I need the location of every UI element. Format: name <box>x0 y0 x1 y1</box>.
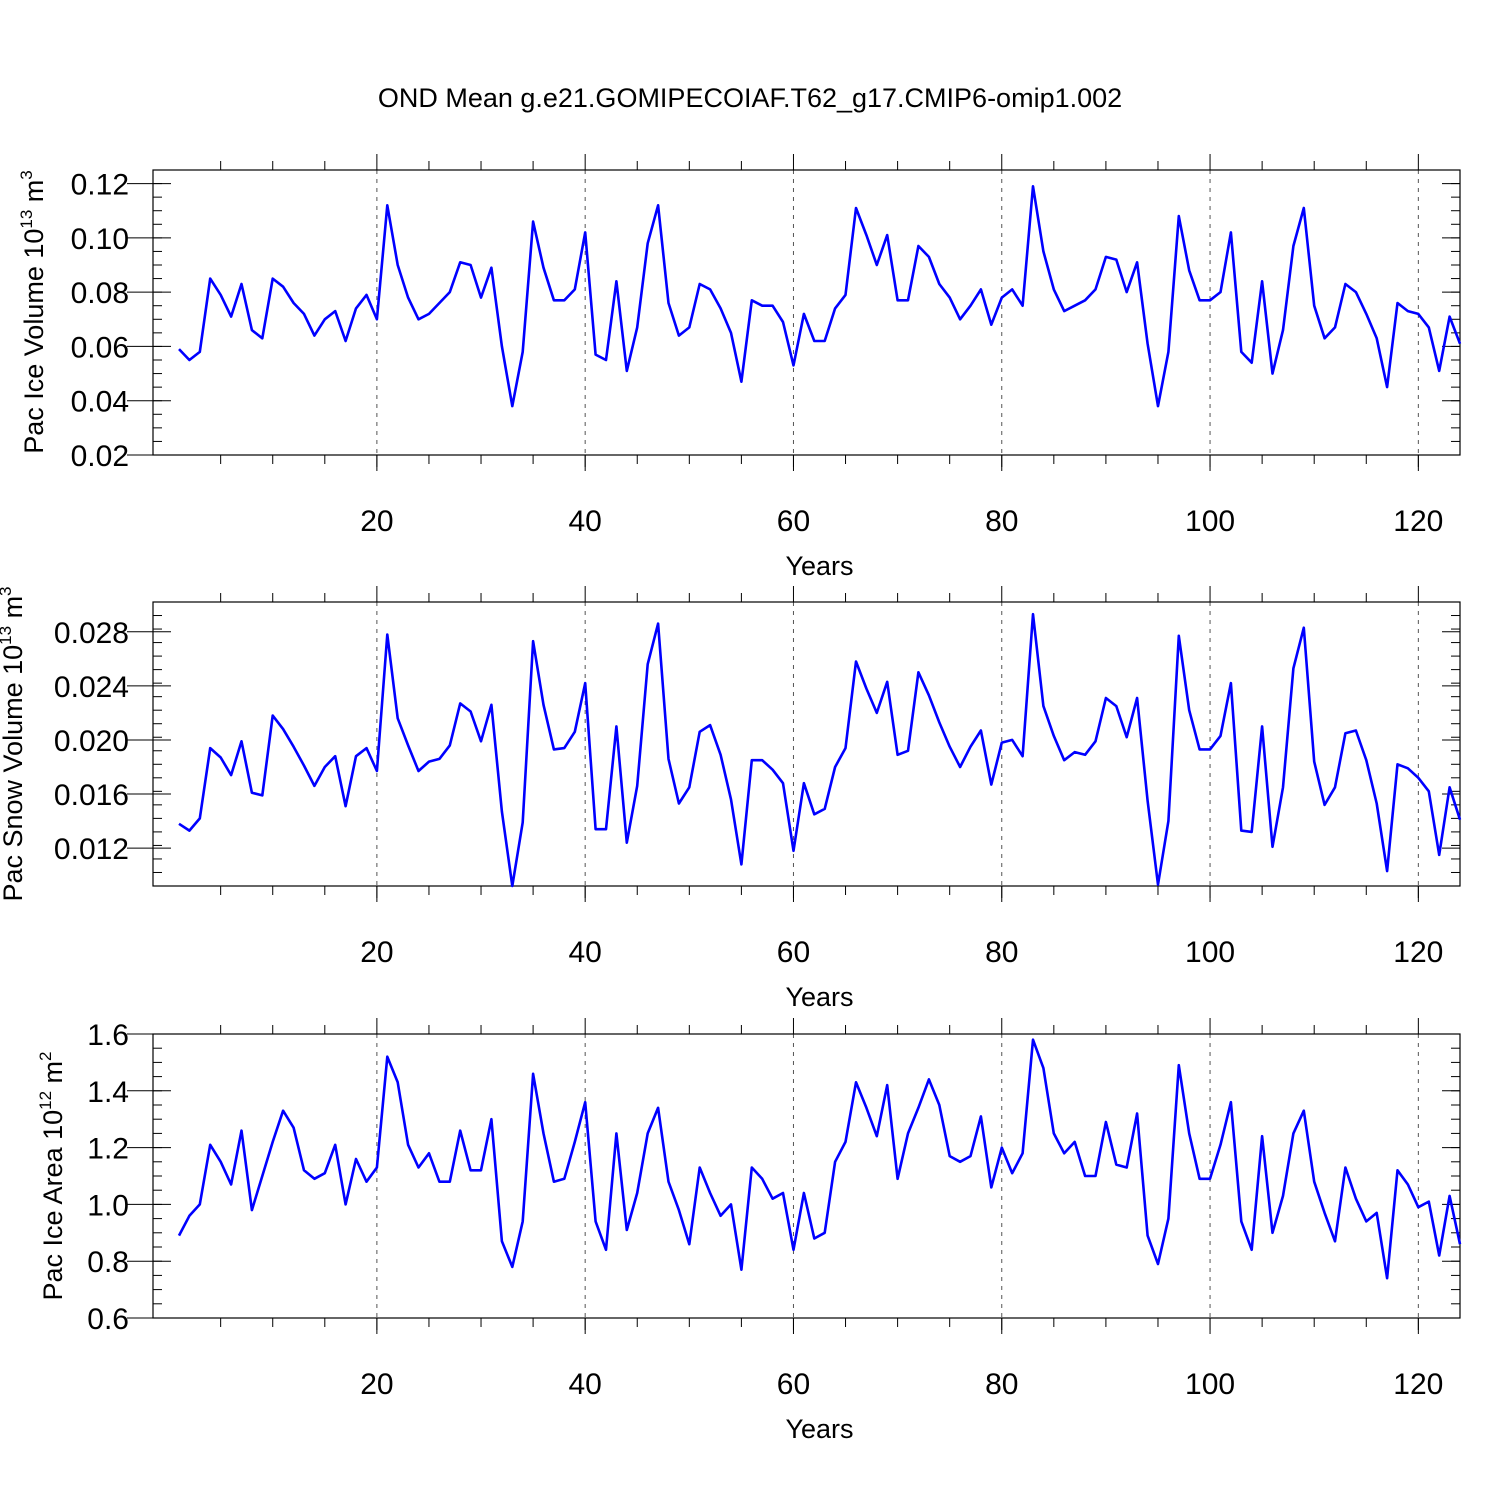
x-tick-label: 80 <box>985 1368 1018 1401</box>
y-tick-label: 1.6 <box>87 1019 129 1052</box>
x-tick-label: 100 <box>1185 1368 1235 1401</box>
y-label-text: Pac Ice Volume 10 <box>19 229 49 454</box>
plot-frame <box>152 601 1461 887</box>
y-label-unit-exponent: 3 <box>17 170 36 179</box>
y-tick-label: 0.012 <box>54 833 129 866</box>
y-tick-label: 0.8 <box>87 1246 129 1279</box>
y-label-exponent: 13 <box>17 210 36 229</box>
x-tick-label: 100 <box>1185 936 1235 969</box>
x-tick-label: 120 <box>1393 936 1443 969</box>
x-tick-label: 100 <box>1185 505 1235 538</box>
y-label-unit: m <box>19 180 49 210</box>
x-tick-label: 40 <box>568 505 601 538</box>
x-tick-label: 120 <box>1393 1368 1443 1401</box>
x-tick-label: 40 <box>568 1368 601 1401</box>
chart-panels: 0.02 0.04 0.06 0.08 0.10 0.12 20 40 60 80 100 120 Ye… <box>0 154 1462 1444</box>
y-label-unit: m <box>0 596 28 626</box>
x-tick-label: 20 <box>360 505 393 538</box>
plot-frame <box>152 1033 1461 1319</box>
y-axis-label: Pac Ice Area 1012 m2 <box>36 1051 68 1300</box>
y-tick-label: 0.02 <box>71 440 129 473</box>
y-label-unit-exponent: 3 <box>0 586 15 595</box>
plot-frame <box>152 169 1461 456</box>
y-tick-label: 0.028 <box>54 617 129 650</box>
x-axis-label: Years <box>785 982 853 1012</box>
x-tick-label: 60 <box>777 505 810 538</box>
panel-2: 0.012 0.016 0.020 0.024 0.028 20 40 60 80 100 120 Y… <box>0 586 1462 1012</box>
y-tick-label: 1.0 <box>87 1189 129 1222</box>
y-tick-label: 0.04 <box>71 386 129 419</box>
x-tick-label: 60 <box>777 1368 810 1401</box>
panel-1: 0.02 0.04 0.06 0.08 0.10 0.12 20 40 60 80 100 120 Ye… <box>17 154 1462 581</box>
y-tick-label: 0.08 <box>71 277 129 310</box>
y-tick-label: 0.06 <box>71 331 129 364</box>
y-axis-label: Pac Ice Volume 1013 m3 <box>17 170 49 454</box>
y-tick-label: 1.4 <box>87 1076 129 1109</box>
x-tick-label: 80 <box>985 505 1018 538</box>
y-label-unit: m <box>38 1061 68 1091</box>
y-tick-label: 0.020 <box>54 725 129 758</box>
x-tick-label: 20 <box>360 936 393 969</box>
y-tick-label: 0.016 <box>54 779 129 812</box>
x-tick-label: 20 <box>360 1368 393 1401</box>
x-tick-label: 120 <box>1393 505 1443 538</box>
y-label-text: Pac Ice Area 10 <box>38 1110 68 1301</box>
y-label-text: Pac Snow Volume 10 <box>0 645 28 902</box>
y-tick-label: 0.024 <box>54 671 129 704</box>
y-tick-label: 1.2 <box>87 1133 129 1166</box>
y-label-exponent: 12 <box>36 1091 55 1110</box>
y-tick-label: 0.10 <box>71 223 129 256</box>
series-line-pac-snow-volume <box>178 612 1462 888</box>
y-axis-label: Pac Snow Volume 1013 m3 <box>0 586 28 901</box>
y-tick-label: 0.12 <box>71 169 129 202</box>
y-label-exponent: 13 <box>0 626 15 645</box>
x-axis-label: Years <box>785 551 853 581</box>
series-line-pac-ice-volume <box>178 185 1462 408</box>
x-tick-label: 80 <box>985 936 1018 969</box>
y-tick-label: 0.6 <box>87 1303 129 1336</box>
panel-3: 0.6 0.8 1.0 1.2 1.4 1.6 20 40 60 80 100 120 Years Pac… <box>36 1018 1462 1444</box>
x-axis-label: Years <box>785 1414 853 1444</box>
x-tick-label: 60 <box>777 936 810 969</box>
x-tick-label: 40 <box>568 936 601 969</box>
y-label-unit-exponent: 2 <box>36 1051 55 1060</box>
series-line-pac-ice-area <box>177 1038 1462 1280</box>
figure-title: OND Mean g.e21.GOMIPECOIAF.T62_g17.CMIP6… <box>378 83 1122 113</box>
